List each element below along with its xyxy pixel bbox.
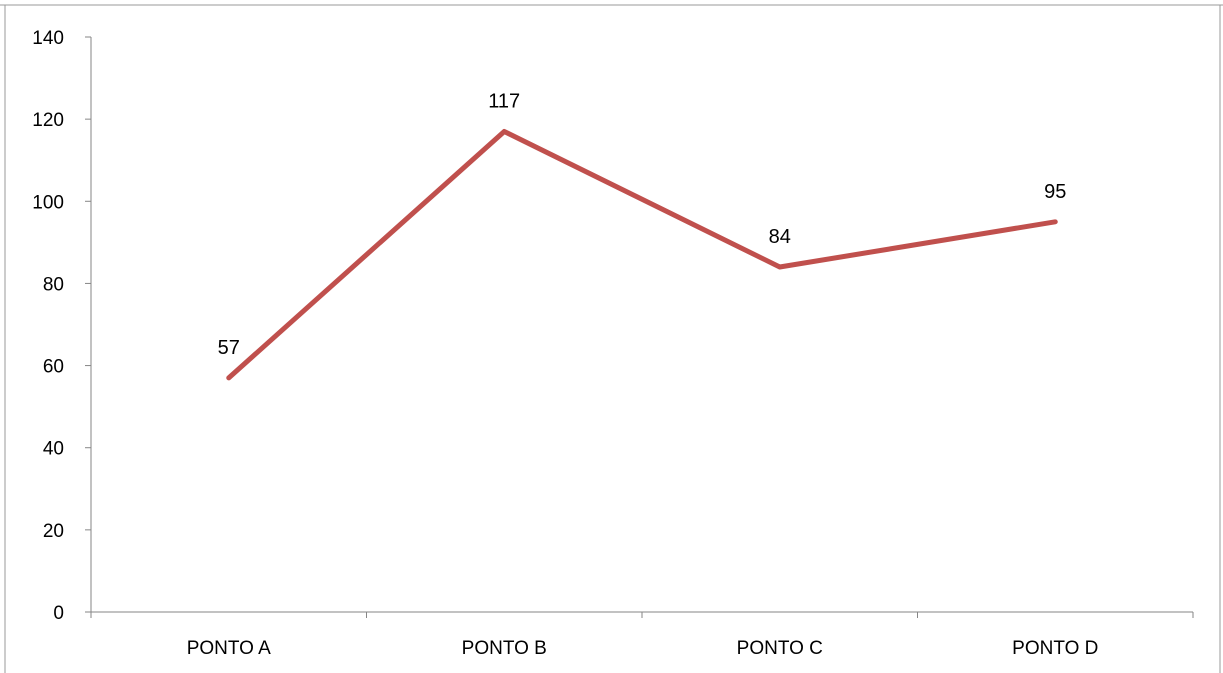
y-tick-label: 140 <box>32 28 64 49</box>
y-tick-label: 20 <box>43 521 64 542</box>
x-axis: PONTO A PONTO B PONTO C PONTO D <box>90 611 1194 659</box>
series-line <box>226 128 1058 381</box>
data-label: 95 <box>1044 181 1066 203</box>
x-tick-label: PONTO B <box>462 638 547 659</box>
data-label: 84 <box>769 226 791 248</box>
data-labels: 57 117 84 95 <box>218 90 1067 358</box>
x-tick-label: PONTO A <box>187 638 271 659</box>
x-tick-label: PONTO C <box>737 638 823 659</box>
y-tick-label: 100 <box>32 192 64 213</box>
data-label: 57 <box>218 337 240 359</box>
data-label: 117 <box>488 90 520 112</box>
series-lines <box>226 128 1058 381</box>
x-tick-label: PONTO D <box>1012 638 1098 659</box>
y-tick-label: 120 <box>32 110 64 131</box>
y-tick-label: 80 <box>43 274 64 295</box>
y-tick-label: 0 <box>53 603 64 624</box>
y-tick-label: 60 <box>43 357 64 378</box>
y-tick-label: 40 <box>43 439 64 460</box>
y-axis: 0 20 40 60 80 100 120 140 <box>32 28 92 624</box>
